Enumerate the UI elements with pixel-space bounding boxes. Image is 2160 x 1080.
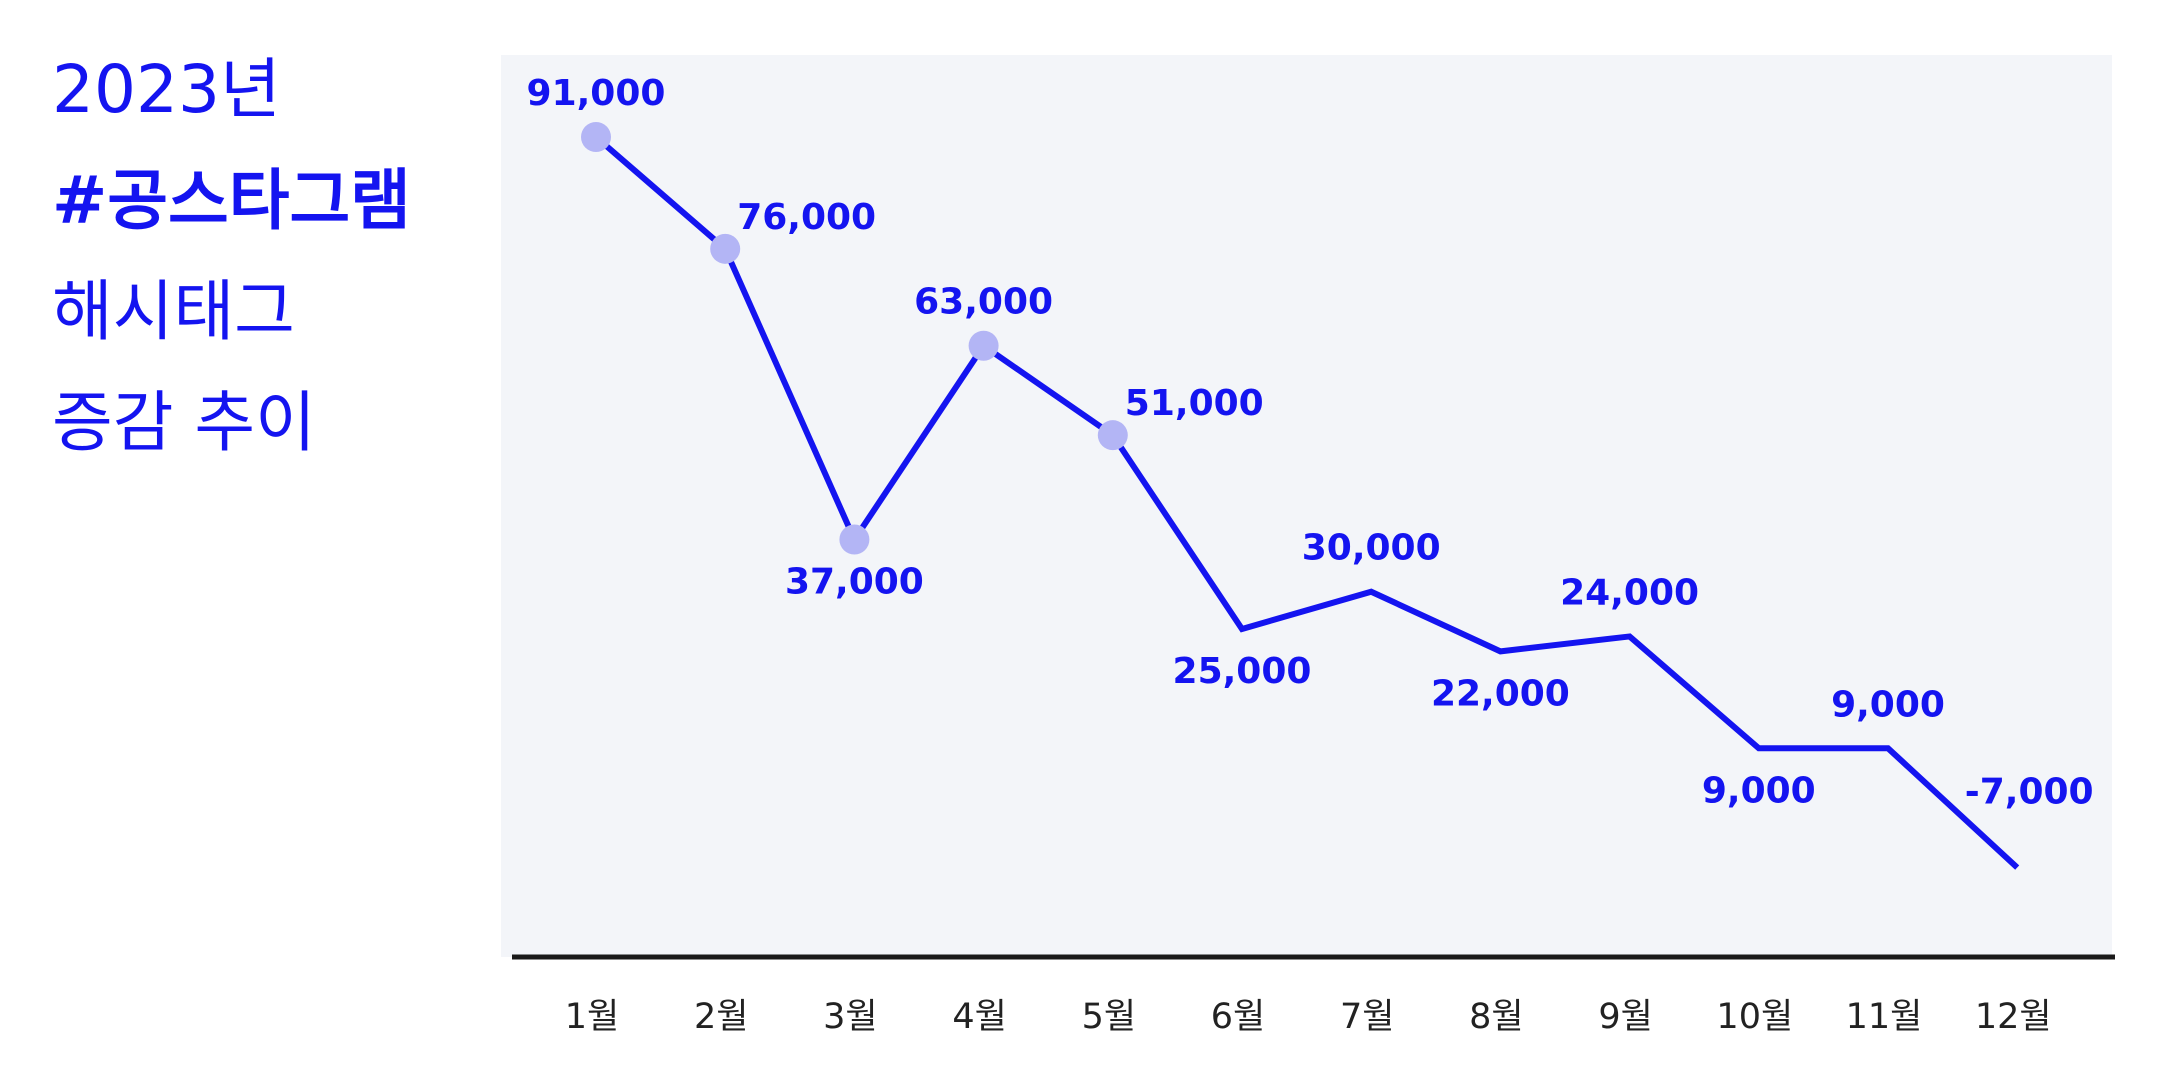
x-tick-label: 8월 (1469, 997, 1523, 1037)
x-tick-label: 6월 (1211, 997, 1265, 1037)
x-tick-label: 9월 (1598, 997, 1652, 1037)
line (594, 134, 2020, 870)
value-label: 76,000 (737, 197, 876, 238)
value-label: 37,000 (785, 562, 924, 603)
x-tick-label: 2월 (694, 997, 748, 1037)
title-line: #공스타그램 (52, 162, 411, 239)
x-tick-label: 5월 (1082, 997, 1136, 1037)
x-tick-label: 3월 (823, 997, 877, 1037)
title-line: 증감 추이 (52, 384, 316, 461)
value-label: -7,000 (1965, 772, 2094, 813)
title-line: 해시태그 (52, 273, 295, 350)
x-tick-label: 12월 (1975, 997, 2052, 1037)
value-label: 30,000 (1302, 528, 1441, 569)
marker (581, 122, 611, 152)
marker (968, 330, 999, 361)
marker (1097, 420, 1128, 451)
title-line: 2023년 (52, 51, 281, 128)
value-label: 9,000 (1831, 684, 1945, 725)
x-tick-label: 1월 (565, 997, 619, 1037)
value-label: 24,000 (1560, 572, 1699, 613)
x-tick-label: 7월 (1340, 997, 1394, 1037)
value-label: 63,000 (914, 282, 1053, 323)
value-label: 91,000 (527, 73, 666, 114)
x-tick-label: 10월 (1716, 997, 1793, 1037)
marker (839, 524, 870, 555)
plot-background (501, 55, 2112, 957)
value-label: 9,000 (1702, 770, 1816, 811)
marker (710, 233, 741, 264)
x-tick-label: 11월 (1846, 997, 1923, 1037)
value-label: 25,000 (1173, 651, 1312, 692)
value-label: 51,000 (1125, 383, 1264, 424)
x-tick-label: 4월 (952, 997, 1006, 1037)
value-label: 22,000 (1431, 673, 1570, 714)
